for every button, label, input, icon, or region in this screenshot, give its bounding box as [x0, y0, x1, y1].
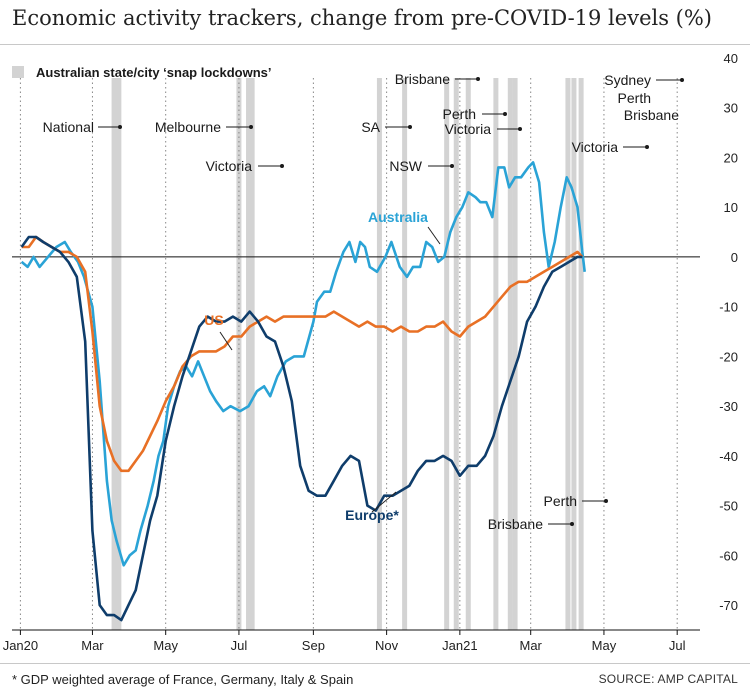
lockdown-annotation: National [43, 119, 94, 135]
y-tick-label: 20 [724, 150, 738, 165]
legend: Australian state/city ‘snap lockdowns’ [12, 65, 272, 80]
lockdown-band-10 [493, 78, 499, 630]
lockdown-band-1 [116, 78, 122, 630]
chart-plot: Jan20 Mar May Jul Sep Nov Jan21 Mar May Jul 40 30 2… [3, 51, 738, 653]
y-tick-label: 10 [724, 200, 738, 215]
lockdown-annotation: Perth [618, 90, 651, 106]
x-axis: Jan20 Mar May Jul Sep Nov Jan21 Mar May Jul [3, 629, 700, 653]
series-label: Australia [368, 209, 428, 225]
x-tick-label: May [153, 638, 178, 653]
lockdown-dot-6 [503, 112, 507, 116]
lockdown-band-8 [453, 78, 459, 630]
series-lines [20, 161, 586, 622]
lockdown-annotation: Brisbane [624, 107, 679, 123]
y-tick-label: 40 [724, 51, 738, 66]
series-line-australia [20, 161, 586, 567]
lockdown-annotation: Victoria [206, 158, 253, 174]
lockdown-annotation: Perth [443, 106, 476, 122]
y-tick-label: -40 [719, 449, 738, 464]
lockdown-band-11 [507, 78, 513, 630]
lockdown-annotation: Victoria [572, 139, 619, 155]
y-tick-label: -60 [719, 548, 738, 563]
y-axis: 40 30 20 10 0 -10 -20 -30 -40 -50 -60 -70 [719, 51, 738, 613]
lockdown-band-3 [246, 78, 252, 630]
x-tick-label: Mar [520, 638, 543, 653]
lockdown-annotation: SA [361, 119, 380, 135]
lockdown-dot-1 [249, 125, 253, 129]
series-line-europe [20, 235, 583, 622]
lockdown-dot-8 [645, 145, 649, 149]
x-tick-label: Mar [81, 638, 104, 653]
lockdown-band-9 [465, 78, 471, 630]
y-tick-label: 0 [731, 250, 738, 265]
lockdown-dot-9 [680, 78, 684, 82]
lockdown-dot-2 [280, 164, 284, 168]
y-tick-label: -10 [719, 300, 738, 315]
series-labels: Australia US Europe* [204, 209, 441, 523]
chart-title: Economic activity trackers, change from … [12, 6, 713, 30]
series-label-leader-0 [427, 226, 441, 245]
lockdown-band-12 [512, 78, 518, 630]
lockdown-annotation: Sydney [604, 72, 651, 88]
lockdown-dot-3 [408, 125, 412, 129]
x-tick-label: Nov [375, 638, 399, 653]
legend-label: Australian state/city ‘snap lockdowns’ [36, 65, 272, 80]
series-label-leader-1 [219, 331, 233, 351]
y-tick-label: -70 [719, 598, 738, 613]
x-tick-label: Jan20 [3, 638, 38, 653]
lockdown-annotation: Perth [544, 493, 577, 509]
x-tick-label: Sep [302, 638, 325, 653]
lockdown-annotation: Brisbane [488, 516, 543, 532]
lockdown-bands [111, 78, 584, 630]
title-divider [0, 44, 750, 45]
lockdown-annotation: NSW [389, 158, 422, 174]
source-credit: SOURCE: AMP CAPITAL [598, 672, 738, 686]
series-label: Europe* [345, 507, 399, 523]
x-tick-label: Jul [669, 638, 686, 653]
y-tick-label: -50 [719, 499, 738, 514]
lockdown-dot-4 [450, 164, 454, 168]
lockdown-dot-13 [570, 522, 574, 526]
x-tick-label: Jul [231, 638, 248, 653]
lockdown-dot-12 [604, 499, 608, 503]
y-tick-label: 30 [724, 101, 738, 116]
bottom-divider [0, 663, 750, 664]
lockdown-band-0 [111, 78, 117, 630]
series-label-leader-2 [371, 491, 397, 513]
lockdown-band-15 [578, 78, 584, 630]
x-tick-label: Jan21 [442, 638, 477, 653]
lockdown-annotations: National MelbourneVictoriaSANSWBrisbanePe… [43, 71, 684, 532]
lockdown-annotation: Victoria [445, 121, 492, 137]
lockdown-band-4 [249, 78, 255, 630]
legend-swatch [12, 66, 24, 78]
lockdown-band-14 [571, 78, 577, 630]
y-tick-label: -30 [719, 399, 738, 414]
y-tick-label: -20 [719, 349, 738, 364]
lockdown-dot-7 [518, 127, 522, 131]
lockdown-dot-5 [476, 77, 480, 81]
x-tick-label: May [592, 638, 617, 653]
series-line-us [21, 235, 584, 473]
lockdown-band-7 [444, 78, 450, 630]
lockdown-annotation: Brisbane [395, 71, 450, 87]
lockdown-band-13 [565, 78, 571, 630]
lockdown-dot-0 [118, 125, 122, 129]
lockdown-band-5 [376, 78, 382, 630]
series-label: US [204, 312, 223, 328]
lockdown-annotation: Melbourne [155, 119, 221, 135]
lockdown-band-6 [402, 78, 408, 630]
footnote: * GDP weighted average of France, German… [12, 672, 354, 687]
